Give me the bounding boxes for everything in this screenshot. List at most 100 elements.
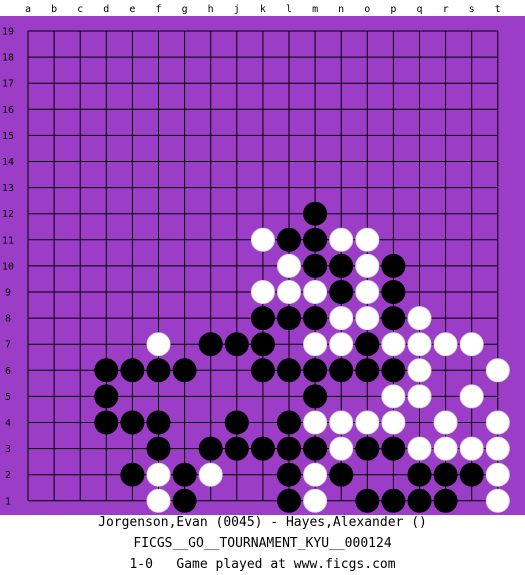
white-stone [407, 436, 432, 461]
black-stone [277, 488, 301, 513]
black-stone [407, 488, 432, 513]
white-stone [303, 332, 328, 357]
column-label: a [25, 4, 31, 15]
white-stone [407, 306, 432, 331]
white-stone [250, 227, 275, 252]
row-label: 15 [2, 131, 14, 142]
white-stone [303, 462, 328, 487]
black-stone [250, 306, 275, 331]
row-label: 8 [5, 314, 11, 325]
black-stone [120, 462, 145, 487]
white-stone [146, 462, 171, 487]
column-label: b [51, 4, 57, 15]
row-label: 16 [2, 105, 14, 116]
black-stone [303, 253, 328, 278]
white-stone [381, 410, 406, 435]
column-label: p [390, 4, 396, 15]
black-stone [198, 436, 223, 461]
row-label: 7 [5, 340, 11, 351]
row-label: 13 [2, 183, 14, 194]
column-label: e [129, 4, 135, 15]
black-stone [329, 462, 354, 487]
column-label: q [416, 4, 422, 15]
result-caption: 1-0 Game played at www.ficgs.com [129, 557, 396, 572]
black-stone [94, 384, 119, 409]
column-label: d [103, 4, 109, 15]
black-stone [459, 462, 484, 487]
column-label: c [77, 4, 83, 15]
black-stone [277, 462, 301, 487]
black-stone [433, 462, 458, 487]
white-stone [433, 332, 458, 357]
event-caption: FICGS__GO__TOURNAMENT_KYU__000124 [133, 536, 392, 551]
row-label: 10 [2, 261, 14, 272]
white-stone [277, 280, 301, 304]
column-label: j [234, 4, 240, 15]
black-stone [381, 280, 406, 304]
black-stone [381, 488, 406, 513]
white-stone [459, 436, 484, 461]
black-stone [329, 280, 354, 304]
black-stone [277, 227, 301, 252]
black-stone [250, 358, 275, 383]
black-stone [407, 462, 432, 487]
white-stone [485, 488, 510, 513]
row-label: 17 [2, 79, 14, 90]
black-stone [303, 227, 328, 252]
black-stone [198, 332, 223, 357]
black-stone [303, 306, 328, 331]
white-stone [355, 280, 380, 304]
white-stone [146, 332, 171, 357]
black-stone [355, 488, 380, 513]
row-label: 2 [5, 470, 11, 481]
players-caption: Jorgenson,Evan (0045) - Hayes,Alexander … [98, 515, 427, 530]
row-label: 14 [2, 157, 14, 168]
black-stone [94, 358, 119, 383]
row-label: 9 [5, 288, 11, 299]
black-stone [277, 306, 301, 331]
column-label: g [182, 4, 188, 15]
white-stone [198, 462, 223, 487]
white-stone [277, 253, 301, 278]
black-stone [381, 253, 406, 278]
column-label: m [312, 4, 318, 15]
row-label: 11 [2, 235, 14, 246]
row-label: 19 [2, 27, 14, 38]
white-stone [433, 410, 458, 435]
black-stone [146, 358, 171, 383]
white-stone [329, 332, 354, 357]
column-label: o [364, 4, 370, 15]
white-stone [433, 436, 458, 461]
white-stone [329, 306, 354, 331]
black-stone [224, 436, 249, 461]
row-label: 6 [5, 366, 11, 377]
black-stone [381, 306, 406, 331]
black-stone [303, 358, 328, 383]
black-stone [303, 201, 328, 226]
white-stone [381, 332, 406, 357]
column-label: n [338, 4, 344, 15]
black-stone [381, 436, 406, 461]
white-stone [485, 410, 510, 435]
column-label: f [155, 4, 161, 15]
row-labels: 19 18 17 16 15 14 13 12 11 10 9 8 7 6 5 4 3 2 1 [2, 27, 14, 508]
white-stone [485, 436, 510, 461]
black-stone [224, 410, 249, 435]
white-stone [303, 410, 328, 435]
black-stone [146, 410, 171, 435]
row-label: 18 [2, 53, 14, 64]
black-stone [303, 384, 328, 409]
white-stone [485, 358, 510, 383]
white-stone [146, 488, 171, 513]
black-stone [250, 332, 275, 357]
column-label: s [469, 4, 475, 15]
row-label: 12 [2, 209, 14, 220]
row-label: 4 [5, 418, 11, 429]
black-stone [329, 253, 354, 278]
column-label: t [495, 4, 501, 15]
white-stone [355, 306, 380, 331]
column-label: h [208, 4, 214, 15]
black-stone [172, 358, 197, 383]
